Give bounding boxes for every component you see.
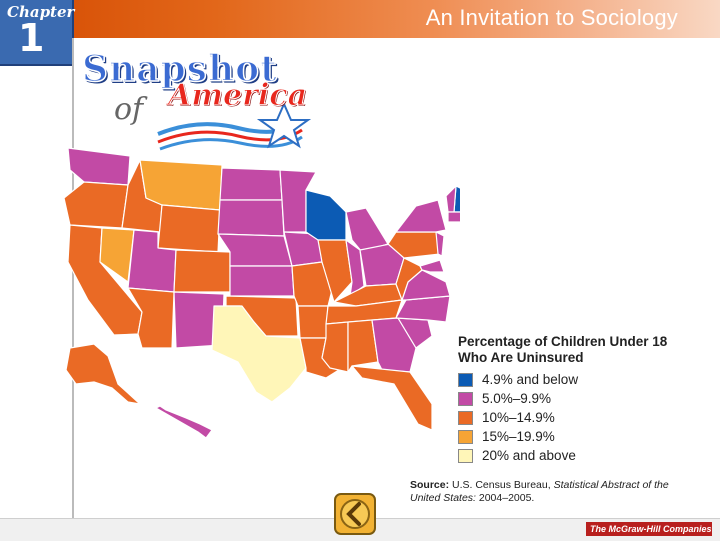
legend-label: 5.0%–9.9% [482,391,552,406]
legend-swatch [458,372,473,387]
state-massachusetts [447,211,460,223]
legend-item: 15%–19.9% [458,429,555,444]
state-new-york [395,199,447,233]
state-maryland [419,259,445,273]
us-map [63,147,460,439]
left-divider [72,38,74,540]
legend-swatch [458,448,473,463]
state-texas [211,305,307,403]
legend-label: 4.9% and below [482,372,579,387]
star-icon [256,101,312,149]
chapter-badge: Chapter 1 [0,0,74,66]
state-new-jersey [435,231,445,257]
legend-item: 4.9% and below [458,372,578,387]
state-arkansas [297,305,329,339]
legend-swatch [458,391,473,406]
state-washington [67,147,131,186]
title-bar [0,0,720,38]
chapter-label: Chapter [7,3,75,21]
state-vermont [445,185,457,213]
legend-label: 10%–14.9% [482,410,555,425]
logo-america: America [167,78,308,114]
state-alaska [65,343,141,405]
legend-label: 15%–19.9% [482,429,555,444]
state-nevada [99,227,135,283]
source-text: U.S. Census Bureau, [452,479,551,491]
snapshot-logo: Snapshot of America [80,47,325,160]
legend-item: 20% and above [458,448,576,463]
state-oregon [63,181,129,229]
state-hawaii [155,405,213,439]
source-years: 2004–2005. [478,492,535,504]
chevron-left-icon [346,502,361,526]
source-italic: Statistical Abstract of the United State… [410,479,669,504]
state-north-dakota [219,167,283,201]
source-label: Source: [410,479,450,491]
legend-item: 10%–14.9% [458,410,555,425]
publisher-logo: The McGraw-Hill Companies [586,522,712,536]
state-florida [351,365,433,431]
state-colorado [173,249,231,293]
legend-swatch [458,410,473,425]
state-illinois [317,239,353,303]
legend-swatch [458,429,473,444]
state-north-carolina [395,295,451,323]
state-kansas [229,265,295,297]
logo-snapshot: Snapshot [81,47,278,91]
chapter-number: 1 [18,16,45,60]
legend-title: Percentage of Children Under 18 Who Are … [458,334,668,365]
logo-of: of [114,92,144,127]
legend-label: 20% and above [482,448,576,463]
state-alabama [347,319,379,373]
state-tennessee [325,299,403,325]
back-button[interactable] [333,492,377,536]
state-wyoming [157,204,221,253]
book-title: An Invitation to Sociology [425,5,678,30]
legend-item: 5.0%–9.9% [458,391,551,406]
state-south-dakota [217,199,285,237]
state-wisconsin [305,189,347,241]
source-note: Source: U.S. Census Bureau, Statistical … [410,479,700,505]
flag-stripes [157,101,312,151]
